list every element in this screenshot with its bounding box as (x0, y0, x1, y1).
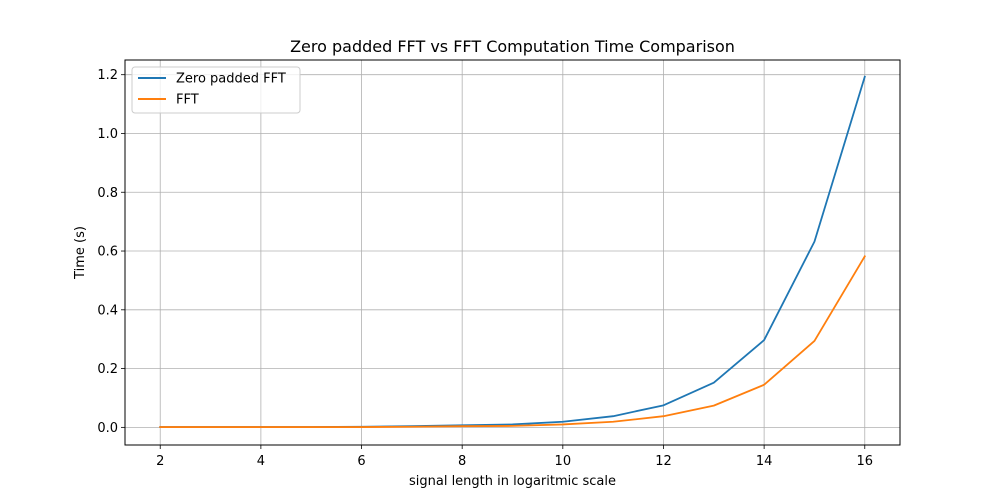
x-tick-label: 6 (357, 454, 365, 469)
x-tick-label: 8 (458, 454, 466, 469)
y-tick-label: 1.2 (97, 68, 118, 83)
legend-label-zero-padded-fft: Zero padded FFT (176, 72, 286, 87)
x-tick-label: 16 (856, 454, 873, 469)
x-tick-label: 10 (555, 454, 572, 469)
y-tick-label: 0.0 (97, 421, 118, 436)
x-tick-label: 2 (156, 454, 164, 469)
series-line-fft (159, 255, 867, 428)
y-tick-label: 0.8 (97, 186, 118, 201)
x-tick-label: 12 (655, 454, 672, 469)
legend: Zero padded FFT FFT (131, 66, 301, 114)
x-axis-label: signal length in logaritmic scale (409, 474, 616, 489)
legend-label-fft: FFT (176, 93, 199, 108)
y-axis-ticks: 0.0 0.2 0.4 0.6 0.8 1.0 1.2 (97, 68, 125, 436)
y-tick-label: 0.4 (97, 303, 118, 318)
chart-title: Zero padded FFT vs FFT Computation Time … (290, 37, 735, 56)
x-tick-label: 4 (257, 454, 265, 469)
legend-box (131, 66, 301, 114)
x-axis-ticks: 2 4 6 8 10 12 14 16 (156, 445, 873, 469)
y-tick-label: 1.0 (97, 127, 118, 142)
y-axis-label: Time (s) (73, 226, 88, 280)
x-tick-label: 14 (756, 454, 773, 469)
y-tick-label: 0.6 (97, 245, 118, 260)
y-tick-label: 0.2 (97, 362, 118, 377)
series-lines (159, 75, 867, 428)
plot-area-frame (124, 59, 901, 446)
